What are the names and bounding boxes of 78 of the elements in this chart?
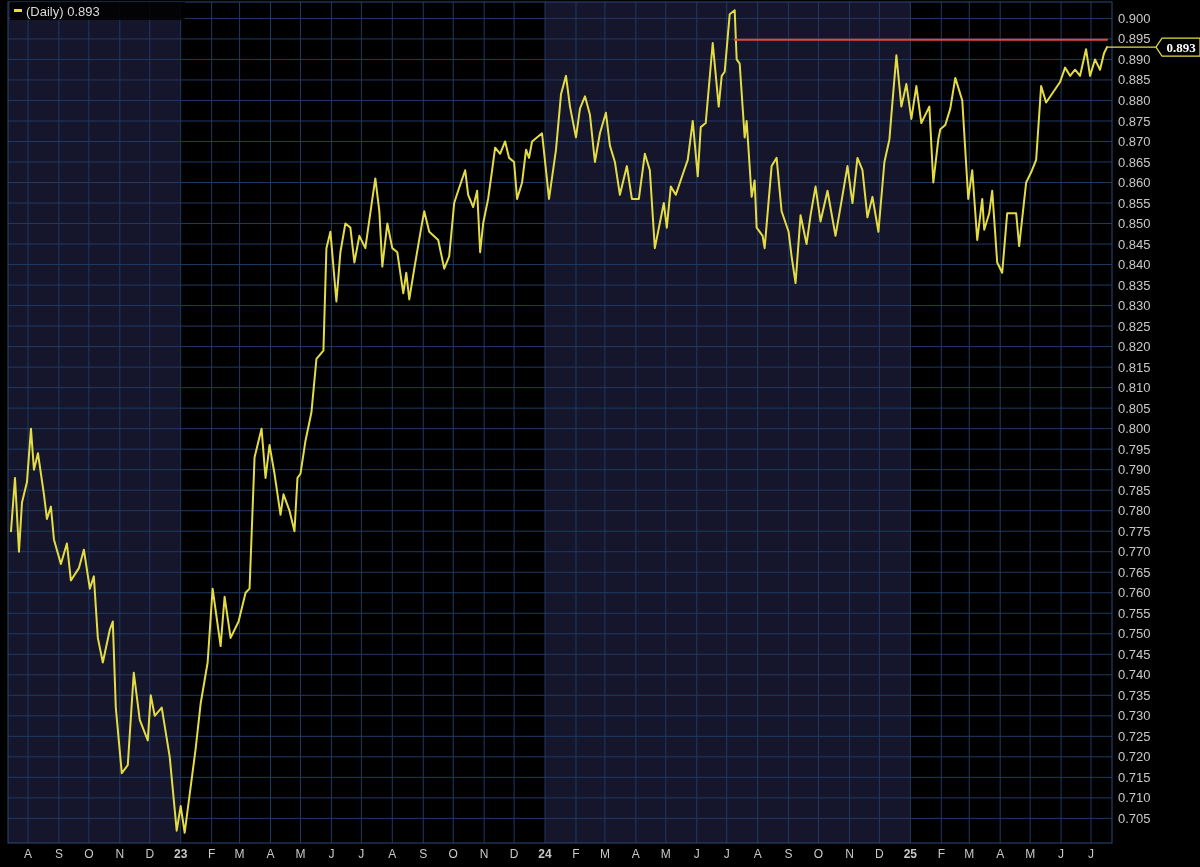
x-tick-label: M bbox=[964, 847, 975, 861]
y-tick-label: 0.770 bbox=[1118, 544, 1151, 560]
x-tick-label: F bbox=[937, 847, 945, 861]
x-tick-label: A bbox=[266, 847, 275, 861]
x-tick-label: D bbox=[875, 847, 885, 861]
y-tick-label: 0.850 bbox=[1118, 216, 1151, 232]
y-tick-label: 0.870 bbox=[1118, 134, 1151, 150]
y-tick-label: 0.855 bbox=[1118, 195, 1151, 211]
y-tick-label: 0.775 bbox=[1118, 523, 1151, 539]
x-tick-label: N bbox=[845, 847, 854, 861]
x-tick-label: S bbox=[419, 847, 428, 861]
x-tick-label: J bbox=[693, 847, 700, 861]
y-tick-label: 0.885 bbox=[1118, 72, 1151, 88]
x-tick-label: A bbox=[753, 847, 762, 861]
y-tick-label: 0.800 bbox=[1118, 421, 1151, 437]
x-tick-label: D bbox=[145, 847, 155, 861]
y-tick-label: 0.755 bbox=[1118, 605, 1151, 621]
y-tick-label: 0.735 bbox=[1118, 687, 1151, 703]
y-tick-label: 0.830 bbox=[1118, 298, 1151, 314]
y-tick-label: 0.865 bbox=[1118, 154, 1151, 170]
y-tick-label: 0.725 bbox=[1118, 728, 1151, 744]
y-tick-label: 0.840 bbox=[1118, 257, 1151, 273]
y-tick-label: 0.745 bbox=[1118, 646, 1151, 662]
x-tick-label: A bbox=[631, 847, 640, 861]
annotation: 0.893 bbox=[1166, 39, 1197, 55]
y-tick-label: 0.900 bbox=[1118, 10, 1151, 26]
x-tick-label: M bbox=[295, 847, 306, 861]
y-tick-label: 0.820 bbox=[1118, 339, 1151, 355]
y-tick-label: 0.720 bbox=[1118, 749, 1151, 765]
x-tick-label: 23 bbox=[174, 847, 188, 861]
y-tick-label: 0.765 bbox=[1118, 564, 1151, 580]
x-tick-label: S bbox=[784, 847, 793, 861]
x-tick-label: 24 bbox=[538, 847, 553, 861]
x-tick-label: F bbox=[572, 847, 580, 861]
x-tick-label: M bbox=[660, 847, 671, 861]
x-tick-label: O bbox=[84, 847, 94, 861]
y-tick-label: 0.785 bbox=[1118, 482, 1151, 498]
y-tick-label: 0.790 bbox=[1118, 462, 1151, 478]
y-tick-label: 0.895 bbox=[1118, 31, 1151, 47]
x-tick-label: N bbox=[115, 847, 125, 861]
y-tick-label: 0.760 bbox=[1118, 585, 1151, 601]
x-tick-label: J bbox=[328, 847, 335, 861]
y-tick-label: 0.880 bbox=[1118, 93, 1151, 109]
y-tick-label: 0.780 bbox=[1118, 503, 1151, 519]
y-tick-label: 0.875 bbox=[1118, 113, 1151, 129]
x-tick-label: J bbox=[1058, 847, 1065, 861]
x-tick-label: J bbox=[358, 847, 365, 861]
x-tick-label: F bbox=[207, 847, 216, 861]
x-tick-label: M bbox=[1025, 847, 1036, 861]
y-tick-label: 0.810 bbox=[1118, 380, 1151, 396]
x-tick-label: J bbox=[1088, 847, 1095, 861]
x-tick-label: O bbox=[448, 847, 458, 861]
x-tick-label: D bbox=[509, 847, 519, 861]
y-tick-label: 0.835 bbox=[1118, 277, 1151, 293]
x-tick-label: S bbox=[54, 847, 63, 861]
x-tick-label: N bbox=[479, 847, 489, 861]
legend-label: (Daily) 0.893 bbox=[26, 3, 100, 19]
y-tick-label: 0.750 bbox=[1118, 626, 1151, 642]
y-tick-label: 0.730 bbox=[1118, 708, 1151, 724]
y-tick-label: 0.815 bbox=[1118, 359, 1151, 375]
x-tick-label: O bbox=[813, 847, 824, 861]
y-tick-label: 0.705 bbox=[1118, 810, 1151, 826]
y-tick-label: 0.825 bbox=[1118, 318, 1151, 334]
y-tick-label: 0.805 bbox=[1118, 400, 1151, 416]
y-tick-label: 0.710 bbox=[1118, 790, 1151, 806]
x-tick-label: A bbox=[388, 847, 397, 861]
x-tick-label: M bbox=[599, 847, 610, 861]
x-tick-label: M bbox=[234, 847, 245, 861]
y-tick-label: 0.860 bbox=[1118, 175, 1151, 191]
y-tick-label: 0.715 bbox=[1118, 769, 1151, 785]
x-tick-label: 25 bbox=[903, 847, 918, 861]
y-tick-label: 0.890 bbox=[1118, 51, 1151, 67]
x-tick-label: A bbox=[23, 847, 32, 861]
x-tick-label: J bbox=[723, 847, 730, 861]
y-tick-label: 0.740 bbox=[1118, 667, 1151, 683]
y-tick-label: 0.845 bbox=[1118, 236, 1151, 252]
y-tick-label: 0.795 bbox=[1118, 441, 1151, 457]
x-tick-label: A bbox=[996, 847, 1005, 861]
